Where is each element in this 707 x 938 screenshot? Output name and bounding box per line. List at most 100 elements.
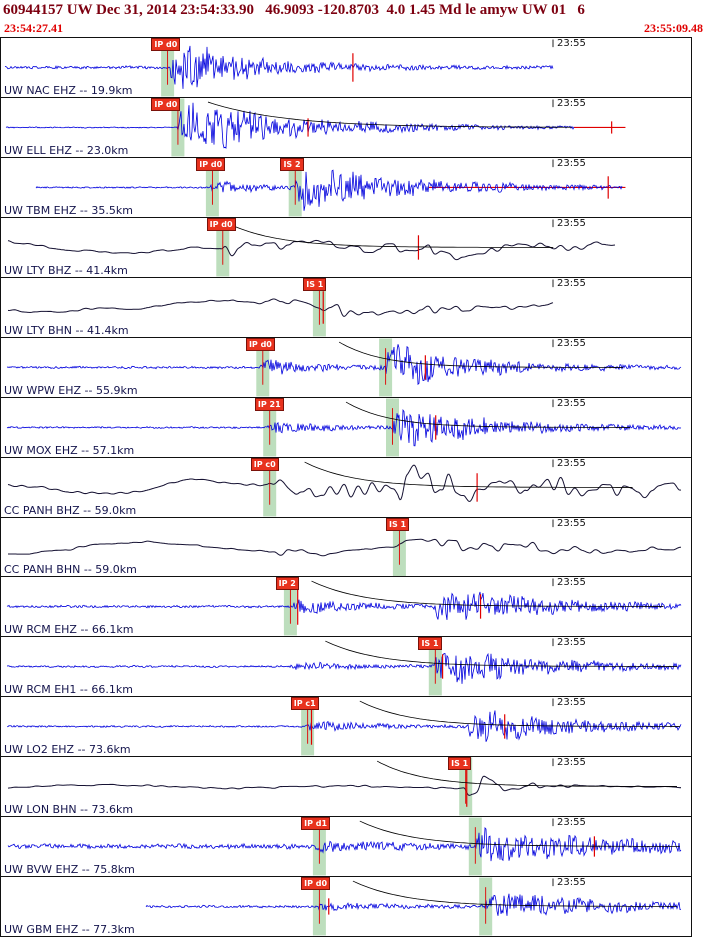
- station-label: UW BVW EHZ -- 75.8km: [4, 863, 135, 877]
- window-end-time: 23:55:09.48: [644, 21, 703, 35]
- waveform-path: [35, 169, 623, 211]
- coda-curve: [338, 341, 624, 368]
- pick-flag[interactable]: IP d0: [151, 97, 181, 111]
- trace-panel[interactable]: 23:55 UW ELL EHZ -- 23.0km IP d0: [0, 96, 692, 158]
- station-label: UW ELL EHZ -- 23.0km: [4, 143, 129, 157]
- seismogram-waveform[interactable]: [1, 38, 691, 97]
- seismogram-waveform[interactable]: [1, 697, 691, 756]
- station-label: UW LTY BHN -- 41.4km: [4, 323, 129, 337]
- seismogram-waveform[interactable]: [1, 458, 691, 517]
- seismogram-waveform[interactable]: [1, 218, 691, 277]
- minute-label: 23:55: [557, 697, 586, 709]
- pick-flag[interactable]: IS 1: [418, 637, 442, 651]
- trace-panel[interactable]: 23:55 UW TBM EHZ -- 35.5km IP d0 IS 2: [0, 156, 692, 218]
- seismogram-waveform[interactable]: [1, 518, 691, 577]
- station-label: UW WPW EHZ -- 55.9km: [4, 383, 138, 397]
- coda-curve: [345, 401, 630, 428]
- pick-flag[interactable]: IP 2: [275, 577, 299, 591]
- trace-panel[interactable]: 23:55 UW MOX EHZ -- 57.1km IP 21: [0, 396, 692, 458]
- coda-curve: [225, 221, 554, 248]
- minute-label: 23:55: [557, 877, 586, 889]
- minute-label: 23:55: [557, 577, 586, 589]
- seismogram-waveform[interactable]: [1, 278, 691, 337]
- waveform-path: [7, 827, 682, 862]
- trace-panel[interactable]: 23:55 CC PANH BHN -- 59.0km IS 1: [0, 516, 692, 578]
- station-label: CC PANH BHZ -- 59.0km: [4, 503, 137, 517]
- seismogram-waveform[interactable]: [1, 398, 691, 457]
- trace-panel[interactable]: 23:55 UW NAC EHZ -- 19.9km IP d0: [0, 37, 692, 98]
- waveform-path: [145, 893, 682, 917]
- waveform-path: [5, 102, 575, 149]
- minute-label: 23:55: [557, 337, 586, 349]
- coda-curve: [352, 880, 677, 907]
- minute-label: 23:55: [557, 757, 586, 769]
- seismogram-waveform[interactable]: [1, 98, 691, 157]
- minute-label: 23:55: [557, 97, 586, 109]
- seismogram-waveform[interactable]: [1, 757, 691, 816]
- trace-panel[interactable]: 23:55 UW BVW EHZ -- 75.8km IP d1: [0, 816, 692, 878]
- seismogram-waveform[interactable]: [1, 577, 691, 636]
- trace-panel[interactable]: 23:55 CC PANH BHZ -- 59.0km IP c0: [0, 456, 692, 518]
- waveform-path: [6, 343, 682, 385]
- minute-label: 23:55: [557, 217, 586, 229]
- seismogram-waveform[interactable]: [1, 338, 691, 397]
- waveform-path: [8, 538, 681, 556]
- trace-panel[interactable]: 23:55 UW LO2 EHZ -- 73.6km IP c1: [0, 696, 692, 758]
- minute-label: 23:55: [557, 157, 586, 169]
- waveform-path: [6, 592, 682, 621]
- coda-curve: [359, 820, 680, 847]
- station-label: UW LTY BHZ -- 41.4km: [4, 263, 128, 277]
- trace-panel[interactable]: 23:55 UW LON BHN -- 73.6km IS 1: [0, 756, 692, 818]
- coda-curve: [376, 760, 677, 788]
- trace-panel[interactable]: 23:55 UW GBM EHZ -- 77.3km IP d0: [0, 876, 692, 938]
- coda-curve: [207, 101, 572, 128]
- pick-flag[interactable]: IP d0: [151, 38, 181, 51]
- station-label: UW MOX EHZ -- 57.1km: [4, 443, 135, 457]
- seismogram-waveform[interactable]: [1, 877, 691, 936]
- station-label: UW GBM EHZ -- 77.3km: [4, 923, 135, 937]
- coda-curve: [304, 461, 633, 488]
- trace-panel[interactable]: 23:55 UW LTY BHZ -- 41.4km IP d0: [0, 216, 692, 278]
- minute-label: 23:55: [557, 517, 586, 529]
- event-header: 60944157 UW Dec 31, 2014 23:54:33.90 46.…: [3, 2, 585, 18]
- minute-label: 23:55: [557, 277, 586, 289]
- pick-flag[interactable]: IP d0: [206, 217, 236, 231]
- trace-panel[interactable]: 23:55 UW WPW EHZ -- 55.9km IP d0: [0, 336, 692, 398]
- time-axis-row: 23:54:27.41 23:55:09.48: [0, 21, 707, 37]
- station-label: UW RCM EHZ -- 66.1km: [4, 623, 134, 637]
- seismogram-waveform[interactable]: [1, 158, 691, 217]
- coda-curve: [325, 641, 678, 668]
- pick-flag[interactable]: IS 1: [303, 277, 327, 291]
- waveform-path: [7, 775, 681, 797]
- waveform-path: [4, 45, 554, 89]
- seismogram-waveform[interactable]: [1, 817, 691, 876]
- station-label: UW NAC EHZ -- 19.9km: [4, 83, 133, 97]
- seismogram-waveform[interactable]: [1, 637, 691, 696]
- trace-panel[interactable]: 23:55 UW RCM EHZ -- 66.1km IP 2: [0, 576, 692, 638]
- trace-panel[interactable]: 23:55 UW LTY BHN -- 41.4km IS 1: [0, 276, 692, 338]
- pick-flag[interactable]: IS 1: [386, 517, 410, 531]
- minute-label: 23:55: [557, 397, 586, 409]
- minute-label: 23:55: [557, 817, 586, 829]
- waveform-path: [6, 408, 682, 446]
- coda-curve: [359, 701, 680, 728]
- pick-flag[interactable]: IP d1: [301, 817, 331, 831]
- pick-flag[interactable]: IP 21: [254, 397, 284, 411]
- pick-flag[interactable]: IP c0: [250, 457, 279, 471]
- pick-flag[interactable]: IP d0: [245, 337, 275, 351]
- pick-flag[interactable]: IP d0: [196, 157, 226, 171]
- window-start-time: 23:54:27.41: [4, 21, 63, 35]
- trace-panel[interactable]: 23:55 UW RCM EH1 -- 66.1km IS 1: [0, 636, 692, 698]
- waveform-path: [7, 653, 682, 685]
- station-label: UW LO2 EHZ -- 73.6km: [4, 743, 131, 757]
- pick-flag[interactable]: IS 1: [448, 757, 472, 771]
- pick-flag[interactable]: IP d0: [301, 877, 331, 891]
- pick-flag[interactable]: IS 2: [280, 157, 304, 171]
- minute-label: 23:55: [557, 38, 586, 49]
- minute-label: 23:55: [557, 637, 586, 649]
- waveform-path: [7, 464, 682, 502]
- waveform-path: [7, 239, 616, 260]
- trace-list: 23:55 UW NAC EHZ -- 19.9km IP d0 23:55 U…: [0, 37, 692, 938]
- pick-flag[interactable]: IP c1: [290, 697, 319, 711]
- coda-curve: [311, 581, 664, 608]
